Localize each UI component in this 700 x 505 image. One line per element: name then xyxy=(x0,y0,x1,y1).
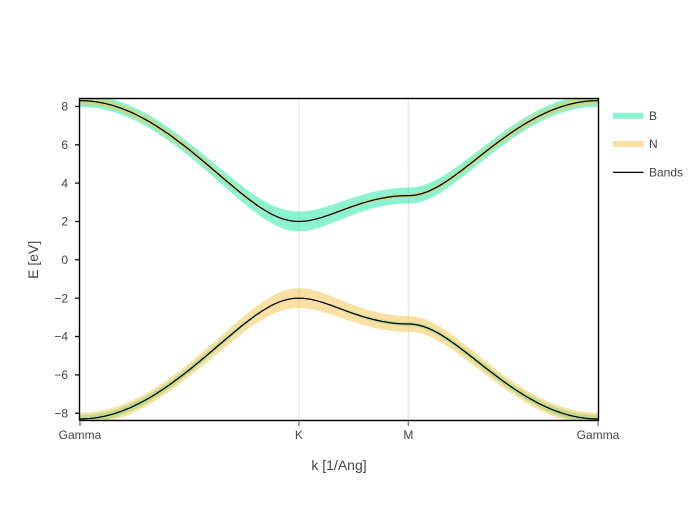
svg-text:−8: −8 xyxy=(54,406,68,420)
svg-text:M: M xyxy=(403,428,413,442)
svg-text:Gamma: Gamma xyxy=(577,428,620,442)
svg-text:−2: −2 xyxy=(54,291,68,305)
svg-text:K: K xyxy=(295,428,303,442)
svg-text:−6: −6 xyxy=(54,368,68,382)
svg-text:2: 2 xyxy=(61,215,68,229)
svg-text:B: B xyxy=(649,109,657,123)
svg-text:Bands: Bands xyxy=(649,166,683,180)
svg-text:6: 6 xyxy=(61,138,68,152)
svg-text:k [1/Ang]: k [1/Ang] xyxy=(311,457,366,473)
svg-text:Gamma: Gamma xyxy=(59,428,102,442)
svg-text:4: 4 xyxy=(61,176,68,190)
svg-text:8: 8 xyxy=(61,100,68,114)
svg-text:N: N xyxy=(649,137,658,151)
svg-text:−4: −4 xyxy=(54,330,68,344)
svg-text:0: 0 xyxy=(61,253,68,267)
svg-text:E [eV]: E [eV] xyxy=(25,241,41,279)
